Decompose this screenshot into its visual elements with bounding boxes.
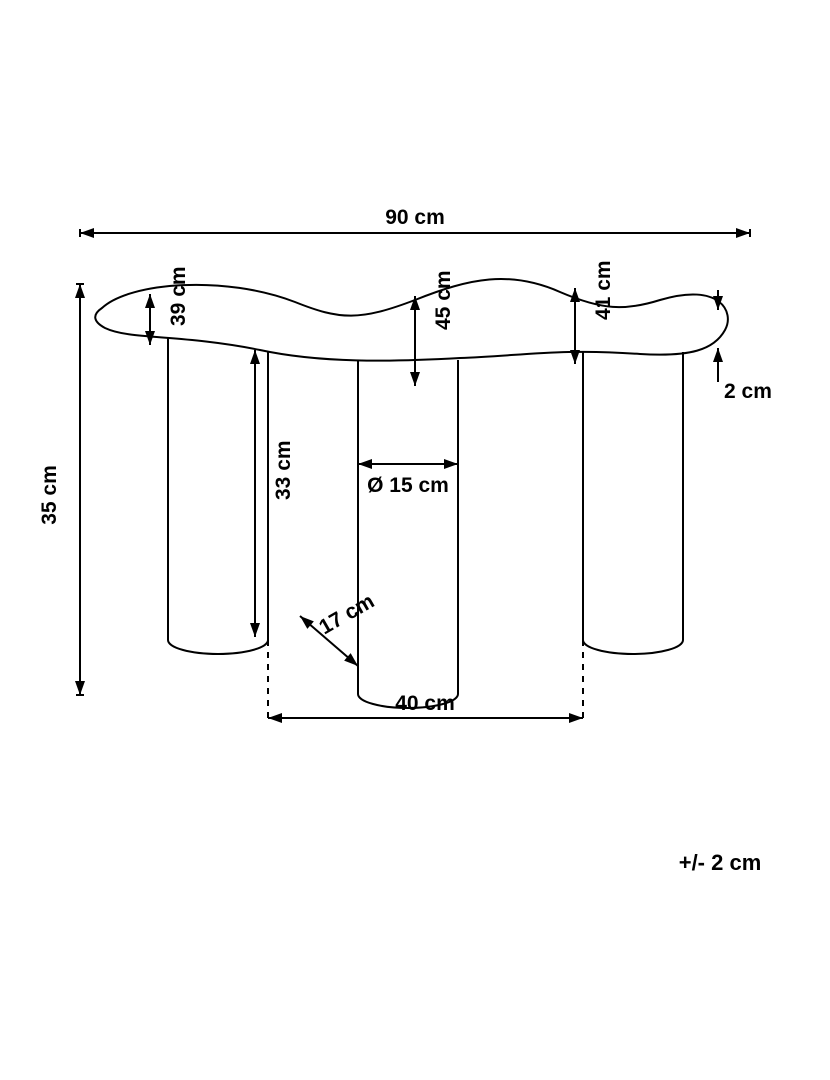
dim-width-top: 90 cm <box>385 206 445 229</box>
table-top-outline <box>95 279 728 361</box>
dim-depth-41: 41 cm <box>592 260 615 320</box>
dim-height-left: 35 cm <box>38 465 61 525</box>
dim-depth-45: 45 cm <box>432 270 455 330</box>
table-leg-right <box>583 640 683 654</box>
dim-depth-39: 39 cm <box>167 266 190 326</box>
dim-leg-height: 33 cm <box>272 440 295 500</box>
dim-leg-diameter: Ø 15 cm <box>367 474 449 497</box>
dim-legs-span: 40 cm <box>395 692 455 715</box>
diagram-canvas: 90 cm 35 cm 39 cm 45 cm 41 cm 2 cm 33 cm Ø 15 c… <box>0 0 830 1080</box>
table-leg-left <box>168 640 268 654</box>
dim-leg-oblique: 17 cm <box>315 590 378 640</box>
dimension-svg: 90 cm 35 cm 39 cm 45 cm 41 cm 2 cm 33 cm Ø 15 c… <box>0 0 830 1080</box>
tolerance-note: +/- 2 cm <box>679 850 762 875</box>
dim-thickness: 2 cm <box>724 380 772 403</box>
